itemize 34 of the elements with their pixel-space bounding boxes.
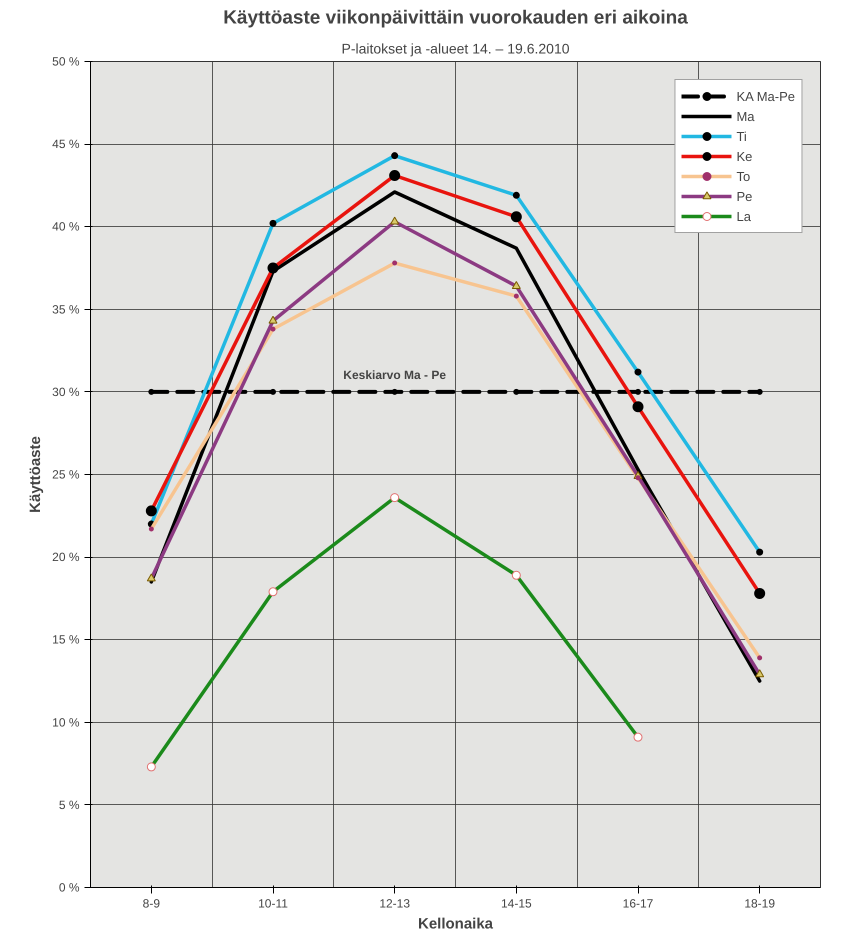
legend-label: KA Ma-Pe xyxy=(736,88,795,104)
legend-label: To xyxy=(736,168,752,184)
annotation: Keskiarvo Ma - Pe xyxy=(343,368,446,382)
y-axis-title: Käyttöaste xyxy=(27,436,44,513)
point xyxy=(635,388,641,395)
legend-label: Ke xyxy=(736,148,754,164)
y-tick-label: 50 % xyxy=(52,54,80,68)
y-tick-label: 35 % xyxy=(52,302,80,316)
point xyxy=(513,388,520,395)
legend-label: Pe xyxy=(736,188,754,204)
chart-subtitle: P-laitokset ja -alueet 14. – 19.6.2010 xyxy=(341,40,570,56)
point xyxy=(148,388,154,395)
legend-label: Ma xyxy=(736,108,756,124)
legend-label: Ti xyxy=(736,128,748,144)
legend-label: La xyxy=(736,208,752,224)
y-tick-label: 25 % xyxy=(52,468,80,482)
x-tick-label: 12-13 xyxy=(379,896,410,910)
x-tick-label: 18-19 xyxy=(744,896,776,910)
y-tick-label: 10 % xyxy=(52,715,80,730)
y-tick-label: 0 % xyxy=(58,880,80,894)
point xyxy=(756,388,763,395)
chart-title: Käyttöaste viikonpäivittäin vuorokauden eri aikoina xyxy=(223,8,688,28)
y-tick-label: 15 % xyxy=(52,632,80,647)
y-tick-label: 5 % xyxy=(58,798,80,812)
y-tick-label: 40 % xyxy=(52,220,80,234)
x-tick-label: 10-11 xyxy=(258,896,288,910)
x-tick-label: 14-15 xyxy=(500,896,532,910)
x-tick-label: 16-17 xyxy=(622,896,654,910)
y-tick-label: 45 % xyxy=(52,137,80,152)
x-tick-label: 8-9 xyxy=(142,896,160,910)
point xyxy=(270,388,276,395)
y-tick-label: 30 % xyxy=(52,384,80,399)
y-tick-label: 20 % xyxy=(52,550,80,564)
x-axis-title: Kellonaika xyxy=(418,916,494,932)
